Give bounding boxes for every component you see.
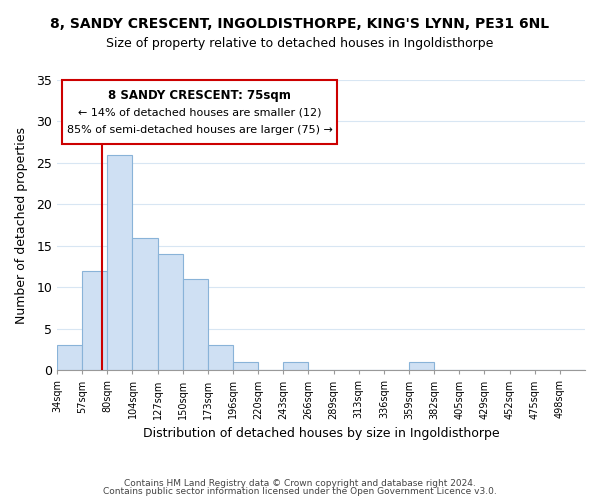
Text: 85% of semi-detached houses are larger (75) →: 85% of semi-detached houses are larger (… xyxy=(67,125,332,135)
FancyBboxPatch shape xyxy=(62,80,337,144)
Bar xyxy=(82,270,107,370)
Bar xyxy=(283,362,308,370)
Text: Contains public sector information licensed under the Open Government Licence v3: Contains public sector information licen… xyxy=(103,487,497,496)
Text: 8, SANDY CRESCENT, INGOLDISTHORPE, KING'S LYNN, PE31 6NL: 8, SANDY CRESCENT, INGOLDISTHORPE, KING'… xyxy=(50,18,550,32)
Bar xyxy=(208,346,233,370)
Bar xyxy=(158,254,183,370)
Y-axis label: Number of detached properties: Number of detached properties xyxy=(15,126,28,324)
X-axis label: Distribution of detached houses by size in Ingoldisthorpe: Distribution of detached houses by size … xyxy=(143,427,499,440)
Text: Contains HM Land Registry data © Crown copyright and database right 2024.: Contains HM Land Registry data © Crown c… xyxy=(124,478,476,488)
Bar xyxy=(107,154,133,370)
Bar xyxy=(57,346,82,370)
Bar xyxy=(133,238,158,370)
Bar xyxy=(409,362,434,370)
Bar xyxy=(183,279,208,370)
Text: 8 SANDY CRESCENT: 75sqm: 8 SANDY CRESCENT: 75sqm xyxy=(108,88,291,102)
Text: ← 14% of detached houses are smaller (12): ← 14% of detached houses are smaller (12… xyxy=(78,108,322,118)
Text: Size of property relative to detached houses in Ingoldisthorpe: Size of property relative to detached ho… xyxy=(106,38,494,51)
Bar xyxy=(233,362,258,370)
